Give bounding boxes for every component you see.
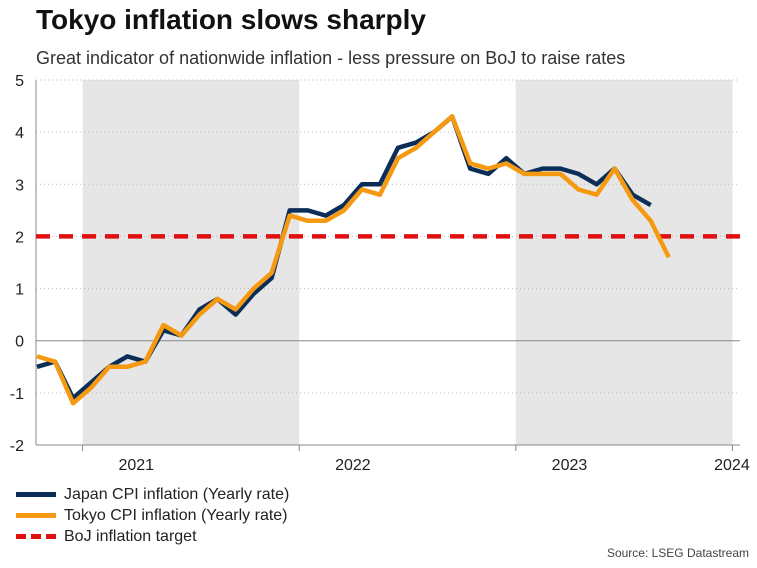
y-tick-label: 1 [15, 282, 24, 299]
shade-band-2023 [515, 80, 733, 445]
chart-subtitle: Great indicator of nationwide inflation … [36, 48, 626, 68]
series-japan-cpi-line [36, 114, 652, 401]
y-tick-label: 3 [15, 177, 24, 194]
y-tick-label: 4 [15, 125, 24, 142]
legend-label-japan: Japan CPI inflation (Yearly rate) [64, 485, 290, 503]
y-tick-label: -1 [10, 386, 24, 403]
x-tick-label-2024: 2024 [714, 457, 750, 474]
legend-label-target: BoJ inflation target [64, 527, 197, 545]
x-tick-label-2023: 2023 [552, 457, 588, 474]
series-tokyo-cpi-line [36, 114, 671, 406]
legend-item-japan: Japan CPI inflation (Yearly rate) [16, 484, 289, 505]
legend-swatch-tokyo [16, 513, 56, 518]
legend-label-tokyo: Tokyo CPI inflation (Yearly rate) [64, 506, 288, 524]
shade-band-2021 [82, 80, 300, 445]
y-tick-label: 5 [15, 73, 24, 90]
chart-title: Tokyo inflation slows sharply [36, 4, 426, 35]
y-tick-label: 0 [15, 334, 24, 351]
x-tick-label-2021: 2021 [118, 457, 154, 474]
legend-swatch-target [16, 534, 56, 539]
y-tick-label: -2 [10, 438, 24, 455]
x-tick-label-2022: 2022 [335, 457, 371, 474]
legend-item-tokyo: Tokyo CPI inflation (Yearly rate) [16, 505, 289, 526]
source-note: Source: LSEG Datastream [606, 546, 749, 560]
y-tick-label: 2 [15, 229, 24, 246]
legend-item-target: BoJ inflation target [16, 526, 289, 547]
legend-swatch-japan [16, 492, 56, 497]
legend: Japan CPI inflation (Yearly rate) Tokyo … [16, 484, 289, 547]
